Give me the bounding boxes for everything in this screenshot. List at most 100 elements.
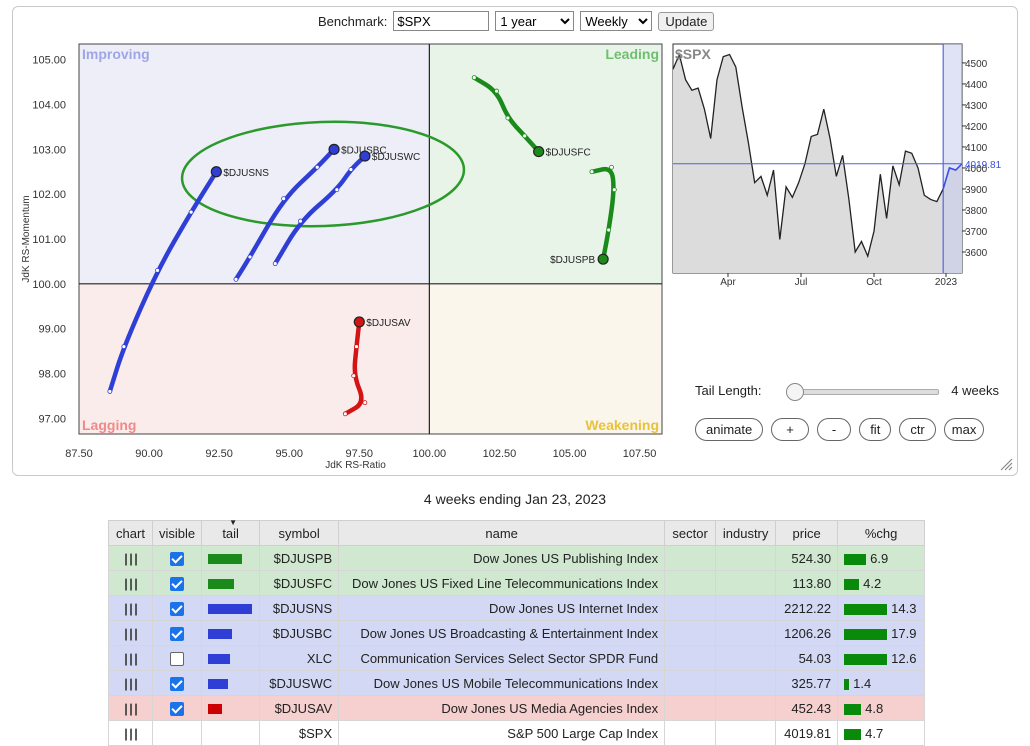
- head-point[interactable]: [328, 143, 340, 155]
- period-select[interactable]: 1 year: [495, 11, 575, 31]
- spx-y-tick-label: 4400: [965, 80, 988, 91]
- col-industry[interactable]: industry: [715, 520, 777, 546]
- chart-icon[interactable]: ┃┃┃: [122, 704, 139, 716]
- chart-icon-cell[interactable]: ┃┃┃: [108, 720, 153, 746]
- fit-button[interactable]: fit: [859, 418, 892, 441]
- spx-y-tick-label: 4000: [965, 164, 988, 175]
- chart-icon-cell[interactable]: ┃┃┃: [108, 595, 153, 621]
- table-row[interactable]: ┃┃┃ $SPX S&P 500 Large Cap Index 4019.81 4.7: [108, 720, 926, 746]
- col-symbol[interactable]: symbol: [259, 520, 340, 546]
- visible-cell[interactable]: [151, 620, 203, 646]
- col-chg[interactable]: %chg: [837, 520, 926, 546]
- table-row[interactable]: ┃┃┃ $DJUSAV Dow Jones US Media Agencies In…: [108, 695, 926, 721]
- table-row[interactable]: ┃┃┃ $DJUSNS Dow Jones US Internet Index 221…: [108, 595, 926, 621]
- tail-cell[interactable]: [201, 545, 261, 571]
- industry-cell: [715, 570, 777, 596]
- symbol-cell: $SPX: [259, 720, 340, 746]
- frequency-select[interactable]: Weekly: [580, 11, 653, 31]
- tail-cell[interactable]: [201, 620, 261, 646]
- chart-icon-cell[interactable]: ┃┃┃: [108, 695, 153, 721]
- chart-icon[interactable]: ┃┃┃: [122, 554, 139, 566]
- visible-cell[interactable]: [151, 570, 203, 596]
- col-tail[interactable]: ▼ tail: [201, 518, 261, 546]
- max-button[interactable]: max: [943, 418, 985, 441]
- update-button[interactable]: Update: [658, 11, 715, 31]
- head-point[interactable]: [597, 253, 609, 265]
- tail-length-slider[interactable]: [786, 383, 939, 401]
- visible-checkbox[interactable]: [170, 626, 185, 641]
- table-row[interactable]: ┃┃┃ $DJUSPB Dow Jones US Publishing Index 5…: [108, 545, 926, 571]
- zoom-in-button[interactable]: +: [771, 418, 809, 441]
- chart-icon-cell[interactable]: ┃┃┃: [108, 645, 153, 671]
- col-name[interactable]: name: [338, 520, 666, 546]
- col-price[interactable]: price: [775, 520, 839, 546]
- visible-cell[interactable]: [151, 670, 203, 696]
- chart-icon-cell[interactable]: ┃┃┃: [108, 620, 153, 646]
- tail-cell[interactable]: [201, 670, 261, 696]
- toolbar: Benchmark: 1 year Weekly Update: [318, 11, 715, 31]
- chart-icon-cell[interactable]: ┃┃┃: [108, 670, 153, 696]
- x-tick-label: 87.50: [65, 448, 93, 460]
- table-row[interactable]: ┃┃┃ $DJUSFC Dow Jones US Fixed Line Teleco…: [108, 570, 926, 596]
- table-row[interactable]: ┃┃┃ $DJUSBC Dow Jones US Broadcasting & En…: [108, 620, 926, 646]
- center-button[interactable]: ctr: [899, 418, 936, 441]
- animate-button[interactable]: animate: [695, 418, 764, 441]
- table-row[interactable]: ┃┃┃ $DJUSWC Dow Jones US Mobile Telecommun…: [108, 670, 926, 696]
- visible-cell[interactable]: [151, 645, 203, 671]
- spx-title: $SPX: [675, 46, 711, 62]
- chart-icon[interactable]: ┃┃┃: [122, 679, 139, 691]
- y-tick-label: 99.00: [38, 324, 66, 336]
- chart-icon[interactable]: ┃┃┃: [122, 604, 139, 616]
- price-cell: 113.80: [775, 570, 839, 596]
- chart-icon[interactable]: ┃┃┃: [122, 579, 139, 591]
- chg-cell: 4.2: [837, 570, 926, 596]
- chg-value: 14.3: [891, 600, 917, 616]
- name-cell: Dow Jones US Publishing Index: [338, 545, 666, 571]
- visible-cell[interactable]: [151, 695, 203, 721]
- visible-checkbox[interactable]: [170, 676, 185, 691]
- resize-handle-icon[interactable]: [999, 457, 1013, 471]
- tail-cell[interactable]: [201, 570, 261, 596]
- name-cell: Dow Jones US Internet Index: [338, 595, 666, 621]
- chart-icon[interactable]: ┃┃┃: [122, 729, 139, 741]
- rrg-chart: Improving Leading Lagging Weakening 87.50 90.…: [21, 43, 663, 471]
- spx-x-tick-label: Jul: [795, 277, 808, 288]
- tail-point: [362, 400, 368, 406]
- chart-icon-cell[interactable]: ┃┃┃: [108, 545, 153, 571]
- zoom-out-button[interactable]: -: [816, 418, 852, 441]
- chg-cell: 17.9: [837, 620, 926, 646]
- visible-cell[interactable]: [151, 545, 203, 571]
- col-visible[interactable]: visible: [151, 520, 203, 546]
- col-chart[interactable]: chart: [108, 520, 153, 546]
- head-point[interactable]: [210, 166, 222, 178]
- tail-cell[interactable]: [201, 695, 261, 721]
- head-point[interactable]: [359, 150, 371, 162]
- tail-cell[interactable]: [201, 595, 261, 621]
- head-point[interactable]: [353, 316, 365, 328]
- chart-icon-cell[interactable]: ┃┃┃: [108, 570, 153, 596]
- sector-cell: [664, 670, 717, 696]
- head-point[interactable]: [533, 145, 545, 158]
- y-tick-label: 100.00: [32, 279, 66, 291]
- benchmark-input[interactable]: [393, 11, 490, 31]
- slider-knob[interactable]: [786, 383, 804, 401]
- col-sector[interactable]: sector: [664, 520, 717, 546]
- tail-cell[interactable]: [201, 645, 261, 671]
- visible-checkbox[interactable]: [170, 576, 185, 591]
- visible-checkbox[interactable]: [170, 701, 185, 716]
- spx-y-tick-label: 4100: [965, 143, 988, 154]
- visible-checkbox[interactable]: [170, 601, 185, 616]
- tail-point: [107, 389, 113, 394]
- spx-line: [672, 52, 944, 259]
- tail-cell[interactable]: [201, 720, 261, 746]
- table-row[interactable]: ┃┃┃ XLC Communication Services Select Sect…: [108, 645, 926, 671]
- spx-y-tick-label: 4200: [965, 122, 988, 133]
- chart-icon[interactable]: ┃┃┃: [122, 654, 139, 666]
- visible-checkbox[interactable]: [170, 651, 185, 666]
- chart-icon[interactable]: ┃┃┃: [122, 629, 139, 641]
- visible-cell[interactable]: [151, 595, 203, 621]
- visible-checkbox[interactable]: [170, 551, 185, 566]
- x-tick-label: 102.50: [483, 448, 517, 460]
- visible-cell[interactable]: [151, 720, 203, 746]
- tail-point: [314, 164, 320, 170]
